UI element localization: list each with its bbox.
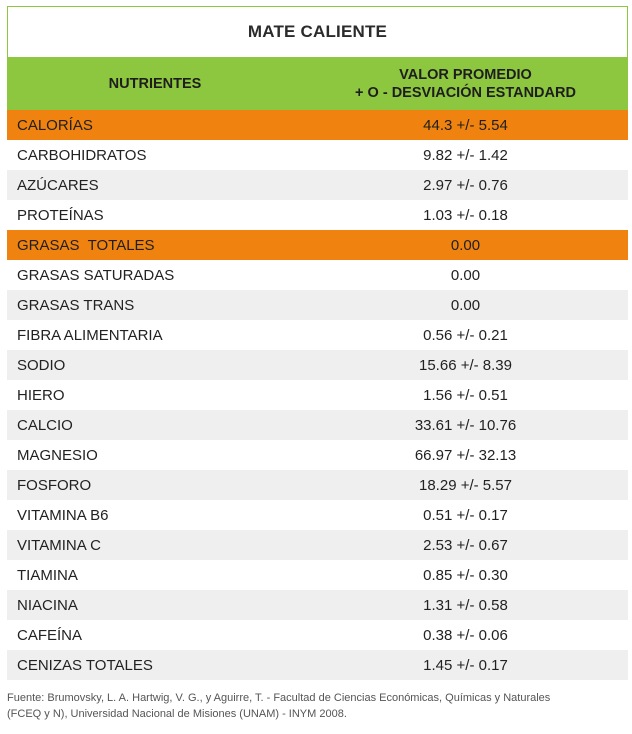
nutrient-name: NIACINA: [17, 596, 78, 614]
nutrient-name: FOSFORO: [17, 476, 92, 494]
nutrient-value: 1.31 +/- 0.58: [423, 596, 508, 614]
nutrient-name: GRASAS TOTALES: [17, 236, 155, 254]
nutrient-value: 1.56 +/- 0.51: [423, 386, 508, 404]
nutrient-value: 9.82 +/- 1.42: [423, 146, 508, 164]
table-row: FIBRA ALIMENTARIA 0.56 +/- 0.21: [7, 320, 628, 350]
nutrient-name: CENIZAS TOTALES: [17, 656, 153, 674]
nutrient-value: 0.00: [450, 296, 481, 314]
nutrient-name: VITAMINA B6: [17, 506, 109, 524]
header-value-line2: + O - DESVIACIÓN ESTANDARD: [355, 84, 576, 101]
table-row: CAFEÍNA 0.38 +/- 0.06: [7, 620, 628, 650]
table-row: CALORÍAS 44.3 +/- 5.54: [7, 110, 628, 140]
nutrient-value: 2.97 +/- 0.76: [423, 176, 508, 194]
table-row: CALCIO 33.61 +/- 10.76: [7, 410, 628, 440]
nutrient-name: PROTEÍNAS: [17, 206, 104, 224]
nutrient-value: 1.03 +/- 0.18: [423, 206, 508, 224]
nutrient-name: SODIO: [17, 356, 66, 374]
table-row: GRASAS TOTALES 0.00: [7, 230, 628, 260]
nutrient-value: 0.38 +/- 0.06: [423, 626, 508, 644]
nutrient-name: CALCIO: [17, 416, 73, 434]
table-row: TIAMINA 0.85 +/- 0.30: [7, 560, 628, 590]
table-row: AZÚCARES 2.97 +/- 0.76: [7, 170, 628, 200]
table-header: NUTRIENTES VALOR PROMEDIO + O - DESVIACI…: [7, 57, 628, 110]
nutrient-value: 0.51 +/- 0.17: [423, 506, 508, 524]
nutrient-name: CAFEÍNA: [17, 626, 83, 644]
table-title-text: MATE CALIENTE: [247, 22, 388, 41]
table-row: GRASAS TRANS 0.00: [7, 290, 628, 320]
nutrient-value: 1.45 +/- 0.17: [423, 656, 508, 674]
nutrient-value: 44.3 +/- 5.54: [423, 116, 508, 134]
table-row: PROTEÍNAS 1.03 +/- 0.18: [7, 200, 628, 230]
nutrition-table: MATE CALIENTE NUTRIENTES VALOR PROMEDIO …: [7, 6, 628, 680]
nutrient-value: 66.97 +/- 32.13: [414, 446, 517, 464]
table-row: FOSFORO 18.29 +/- 5.57: [7, 470, 628, 500]
nutrient-name: VITAMINA C: [17, 536, 101, 554]
table-title: MATE CALIENTE: [7, 6, 628, 57]
source-line-1: Fuente: Brumovsky, L. A. Hartwig, V. G.,…: [7, 692, 551, 704]
nutrient-value: 0.56 +/- 0.21: [423, 326, 508, 344]
nutrient-name: HIERO: [17, 386, 65, 404]
header-nutrients: NUTRIENTES: [108, 75, 202, 92]
table-body: CALORÍAS 44.3 +/- 5.54 CARBOHIDRATOS 9.82 +…: [7, 110, 628, 680]
table-row: SODIO 15.66 +/- 8.39: [7, 350, 628, 380]
nutrient-value: 0.00: [450, 236, 481, 254]
nutrient-value: 2.53 +/- 0.67: [423, 536, 508, 554]
nutrient-name: CALORÍAS: [17, 116, 93, 134]
table-row: HIERO 1.56 +/- 0.51: [7, 380, 628, 410]
header-value-line1: VALOR PROMEDIO: [399, 66, 532, 83]
table-row: CENIZAS TOTALES 1.45 +/- 0.17: [7, 650, 628, 680]
nutrient-name: GRASAS SATURADAS: [17, 266, 175, 284]
nutrient-value: 15.66 +/- 8.39: [419, 356, 512, 374]
nutrient-value: 33.61 +/- 10.76: [414, 416, 517, 434]
nutrient-name: MAGNESIO: [17, 446, 98, 464]
nutrient-name: TIAMINA: [17, 566, 78, 584]
table-row: VITAMINA C 2.53 +/- 0.67: [7, 530, 628, 560]
header-value: VALOR PROMEDIO + O - DESVIACIÓN ESTANDAR…: [303, 66, 628, 102]
table-row: NIACINA 1.31 +/- 0.58: [7, 590, 628, 620]
nutrient-value: 0.00: [450, 266, 481, 284]
source-line-2: (FCEQ y N), Universidad Nacional de Misi…: [7, 708, 347, 720]
source-note: Fuente: Brumovsky, L. A. Hartwig, V. G.,…: [7, 690, 625, 722]
nutrient-name: FIBRA ALIMENTARIA: [17, 326, 163, 344]
table-row: GRASAS SATURADAS 0.00: [7, 260, 628, 290]
nutrient-value: 18.29 +/- 5.57: [419, 476, 512, 494]
nutrient-name: AZÚCARES: [17, 176, 99, 194]
table-row: VITAMINA B6 0.51 +/- 0.17: [7, 500, 628, 530]
table-row: CARBOHIDRATOS 9.82 +/- 1.42: [7, 140, 628, 170]
nutrient-value: 0.85 +/- 0.30: [423, 566, 508, 584]
table-row: MAGNESIO 66.97 +/- 32.13: [7, 440, 628, 470]
nutrient-name: CARBOHIDRATOS: [17, 146, 147, 164]
nutrient-name: GRASAS TRANS: [17, 296, 135, 314]
